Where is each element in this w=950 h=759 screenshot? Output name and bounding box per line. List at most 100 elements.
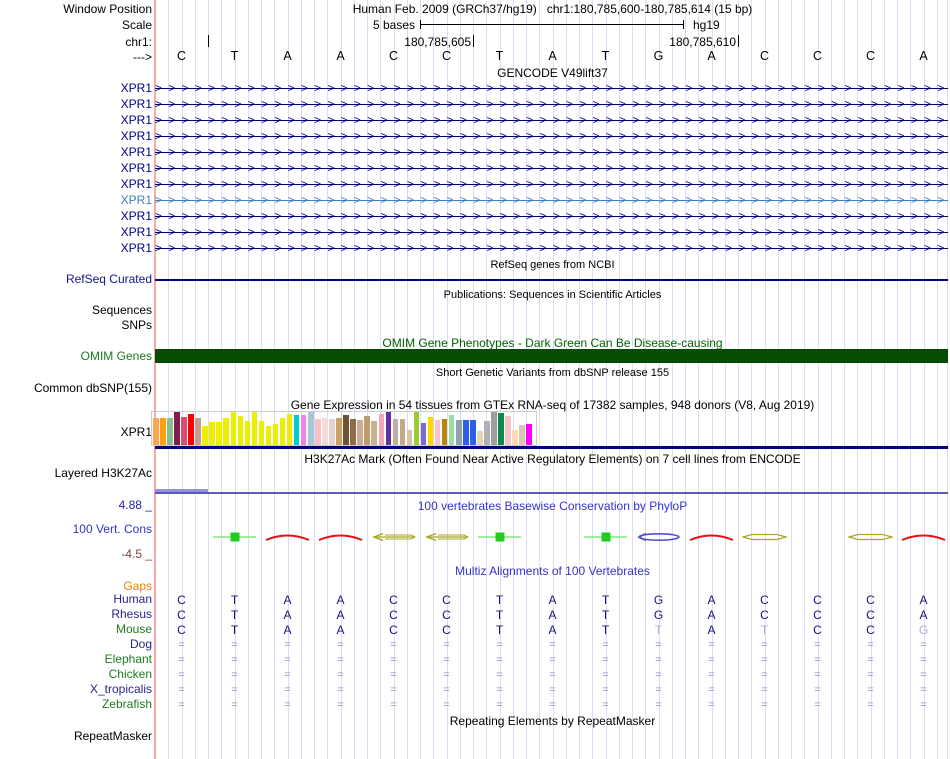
conservation-glyph-arc[interactable]: [265, 530, 310, 544]
gene-transcript-item[interactable]: >>>>>>>>>>>>>>>>>>>>>>>>>>>>>>>>>>>>>>>>…: [155, 224, 948, 240]
grid-line: [844, 0, 845, 759]
gtex-tissue-bar[interactable]: [258, 421, 265, 445]
gtex-tissue-bar[interactable]: [420, 423, 427, 445]
h3k27ac-signal-segment[interactable]: [155, 489, 208, 493]
conservation-glyph-box[interactable]: [212, 530, 257, 544]
gtex-tissue-bar[interactable]: [329, 419, 335, 445]
gtex-tissue-bar[interactable]: [293, 415, 300, 445]
gtex-tissue-bar[interactable]: [470, 420, 476, 445]
gtex-tissue-bar[interactable]: [371, 421, 377, 445]
gtex-expression-chart[interactable]: [151, 411, 537, 446]
gtex-tissue-bar[interactable]: [456, 420, 462, 445]
gtex-tissue-bar[interactable]: [364, 416, 370, 445]
gtex-tissue-bar[interactable]: [526, 424, 532, 445]
gtex-tissue-bar[interactable]: [286, 414, 293, 445]
conservation-glyph-lens[interactable]: [848, 530, 893, 544]
alignment-row[interactable]: = = = = = = = = = = = = = = =: [155, 638, 950, 653]
gtex-tissue-bar[interactable]: [223, 418, 229, 445]
gtex-tissue-bar[interactable]: [265, 426, 272, 445]
gene-transcript-item[interactable]: >>>>>>>>>>>>>>>>>>>>>>>>>>>>>>>>>>>>>>>>…: [155, 176, 948, 192]
gtex-tissue-bar[interactable]: [378, 414, 384, 445]
gtex-tissue-bar[interactable]: [357, 420, 363, 445]
gaps-label: Gaps: [123, 579, 152, 593]
gtex-tissue-bar[interactable]: [336, 418, 342, 445]
gtex-tissue-bar[interactable]: [441, 419, 448, 445]
gtex-tissue-bar[interactable]: [202, 426, 208, 445]
gtex-tissue-bar[interactable]: [406, 430, 413, 445]
gtex-tissue-bar[interactable]: [279, 418, 286, 445]
gtex-tissue-bar[interactable]: [519, 425, 525, 445]
gtex-tissue-bar[interactable]: [188, 414, 194, 445]
conservation-glyph-arc[interactable]: [318, 530, 363, 544]
conservation-glyph-arrow-lens[interactable]: [371, 530, 416, 544]
gtex-tissue-bar[interactable]: [181, 417, 187, 445]
conservation-glyph-arrow-lens[interactable]: [424, 530, 469, 544]
dbsnp-track-title: Short Genetic Variants from dbSNP releas…: [435, 367, 670, 379]
gtex-tissue-bar[interactable]: [322, 418, 328, 445]
gtex-tissue-bar[interactable]: [160, 418, 166, 445]
gtex-tissue-bar[interactable]: [237, 416, 244, 445]
gtex-gene-model-line[interactable]: [155, 446, 948, 449]
gtex-tissue-bar[interactable]: [251, 412, 258, 445]
gtex-tissue-bar[interactable]: [195, 418, 201, 445]
gene-transcript-item[interactable]: >>>>>>>>>>>>>>>>>>>>>>>>>>>>>>>>>>>>>>>>…: [155, 192, 948, 208]
conservation-glyph-arc[interactable]: [689, 530, 734, 544]
gtex-tissue-bar[interactable]: [343, 415, 349, 445]
gtex-tissue-bar[interactable]: [392, 419, 399, 445]
gtex-tissue-bar[interactable]: [216, 422, 222, 445]
gtex-tissue-bar[interactable]: [463, 420, 469, 445]
gtex-tissue-bar[interactable]: [427, 417, 434, 445]
gtex-tissue-bar[interactable]: [167, 418, 173, 445]
h3k27ac-signal-line[interactable]: [155, 492, 948, 494]
gene-transcript-item[interactable]: >>>>>>>>>>>>>>>>>>>>>>>>>>>>>>>>>>>>>>>>…: [155, 208, 948, 224]
gtex-tissue-bar[interactable]: [244, 421, 251, 445]
gtex-tissue-bar[interactable]: [491, 412, 497, 445]
gtex-tissue-bar[interactable]: [153, 418, 159, 445]
gene-transcript-item[interactable]: >>>>>>>>>>>>>>>>>>>>>>>>>>>>>>>>>>>>>>>>…: [155, 112, 948, 128]
gtex-tissue-bar[interactable]: [230, 412, 237, 445]
alignment-row[interactable]: = = = = = = = = = = = = = = =: [155, 653, 950, 668]
aligned-base: T: [601, 623, 610, 637]
gtex-tissue-bar[interactable]: [350, 419, 356, 445]
gtex-tissue-bar[interactable]: [385, 412, 392, 445]
alignment-gap-mark: =: [390, 654, 397, 666]
refseq-curated-item[interactable]: [155, 279, 948, 281]
gene-transcript-item[interactable]: >>>>>>>>>>>>>>>>>>>>>>>>>>>>>>>>>>>>>>>>…: [155, 80, 948, 96]
gene-transcript-item[interactable]: >>>>>>>>>>>>>>>>>>>>>>>>>>>>>>>>>>>>>>>>…: [155, 144, 948, 160]
conservation-glyph-box[interactable]: [583, 530, 628, 544]
gene-transcript-item[interactable]: >>>>>>>>>>>>>>>>>>>>>>>>>>>>>>>>>>>>>>>>…: [155, 240, 948, 256]
gtex-tissue-bar[interactable]: [512, 430, 518, 445]
gtex-tissue-bar[interactable]: [300, 415, 307, 445]
gtex-tissue-bar[interactable]: [434, 420, 441, 445]
gtex-tissue-bar[interactable]: [209, 422, 215, 445]
gtex-tissue-bar[interactable]: [413, 412, 420, 445]
gtex-tissue-bar[interactable]: [308, 412, 314, 445]
gtex-tissue-bar[interactable]: [399, 419, 406, 445]
gtex-tissue-bar[interactable]: [448, 415, 455, 445]
gtex-tissue-bar[interactable]: [315, 419, 321, 445]
gtex-tissue-bar[interactable]: [505, 416, 511, 445]
gene-transcript-item[interactable]: >>>>>>>>>>>>>>>>>>>>>>>>>>>>>>>>>>>>>>>>…: [155, 160, 948, 176]
aligned-base: T: [495, 593, 504, 607]
gtex-tissue-bar[interactable]: [498, 413, 504, 445]
gtex-tissue-bar[interactable]: [484, 421, 490, 445]
omim-genes-label: OMIM Genes: [80, 349, 152, 363]
gtex-tissue-bar[interactable]: [174, 412, 180, 445]
gtex-tissue-bar[interactable]: [272, 424, 279, 445]
gtex-tissue-bar[interactable]: [477, 431, 483, 445]
conservation-glyph-box[interactable]: [477, 530, 522, 544]
gene-transcript-item[interactable]: >>>>>>>>>>>>>>>>>>>>>>>>>>>>>>>>>>>>>>>>…: [155, 128, 948, 144]
conservation-glyph-lens[interactable]: [742, 530, 787, 544]
alignment-row[interactable]: = = = = = = = = = = = = = = =: [155, 668, 950, 683]
alignment-gap-mark: =: [920, 669, 927, 681]
omim-gene-item[interactable]: [155, 349, 948, 363]
conservation-glyph-arc[interactable]: [901, 530, 946, 544]
alignment-gap-mark: =: [549, 654, 556, 666]
alignment-row[interactable]: = = = = = = = = = = = = = = =: [155, 683, 950, 698]
alignment-row[interactable]: = = = = = = = = = = = = = = =: [155, 698, 950, 713]
gene-transcript-item[interactable]: >>>>>>>>>>>>>>>>>>>>>>>>>>>>>>>>>>>>>>>>…: [155, 96, 948, 112]
conservation-glyph-ellipse[interactable]: [636, 530, 681, 544]
